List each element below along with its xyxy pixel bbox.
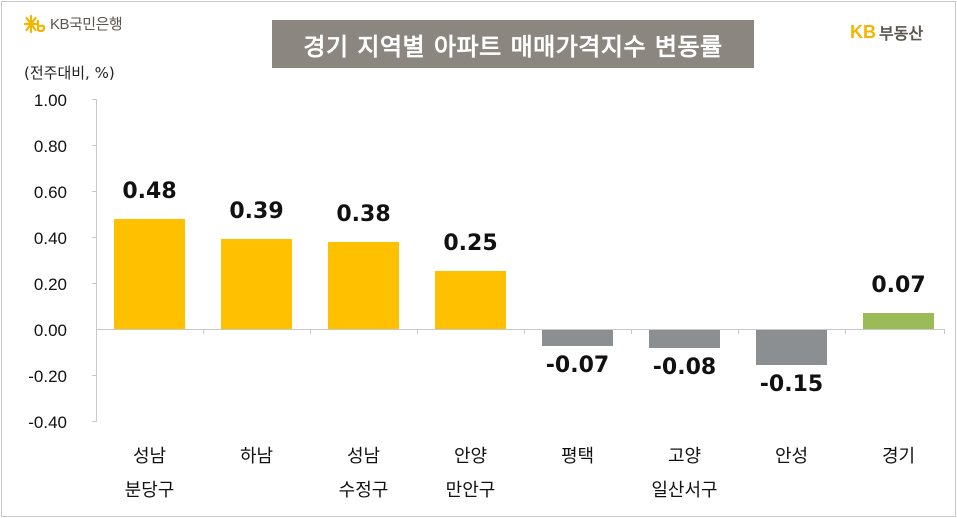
category-label: 하남 — [203, 440, 310, 474]
category-label-line1: 안양 — [453, 446, 488, 467]
y-tick-mark — [92, 283, 97, 284]
bar-value-label: 0.25 — [443, 231, 498, 256]
y-tick-label: 0.40 — [33, 229, 67, 248]
x-tick-mark — [631, 329, 632, 334]
y-tick-label: 0.60 — [33, 183, 67, 202]
bar-value-label: 0.38 — [336, 202, 391, 227]
bar — [221, 239, 292, 329]
y-tick-label: 0.80 — [33, 137, 67, 156]
category-label-line2: 만안구 — [445, 480, 496, 501]
bar-value-label: 0.07 — [871, 273, 926, 298]
bar — [649, 330, 720, 348]
y-tick-label: -0.40 — [28, 413, 67, 432]
kb-bank-logo: KB국민은행 — [23, 13, 123, 34]
y-tick-label: 0.20 — [33, 275, 67, 294]
bar — [542, 330, 613, 346]
chart-title-box: 경기 지역별 아파트 매매가격지수 변동률 — [272, 20, 754, 68]
x-tick-mark — [524, 329, 525, 334]
kb-realestate-logo-text: 부동산 — [879, 24, 924, 43]
category-label-line1: 경기 — [881, 446, 916, 467]
x-tick-mark — [845, 329, 846, 334]
bar-value-label: -0.07 — [545, 353, 610, 378]
kb-realestate-logo: KB 부동산 — [850, 20, 923, 44]
y-tick-mark — [92, 375, 97, 376]
x-tick-mark — [310, 329, 311, 334]
y-tick-mark — [92, 421, 97, 422]
kb-bank-logo-text: KB국민은행 — [50, 16, 123, 33]
bar — [435, 271, 506, 329]
y-tick-label: 0.00 — [33, 321, 67, 340]
bar-value-label: -0.08 — [652, 355, 717, 380]
y-tick-mark — [92, 191, 97, 192]
category-label-line1: 성남 — [132, 446, 167, 467]
x-tick-mark — [738, 329, 739, 334]
category-label-line2: 분당구 — [124, 480, 175, 501]
x-tick-mark — [417, 329, 418, 334]
category-label-line1: 고양 — [667, 446, 702, 467]
category-label-line1: 평택 — [560, 446, 595, 467]
category-label-line2: 수정구 — [338, 480, 389, 501]
category-label: 평택 — [524, 440, 631, 474]
kb-realestate-logo-kb: KB — [850, 21, 876, 42]
chart-title: 경기 지역별 아파트 매매가격지수 변동률 — [303, 32, 723, 61]
y-tick-label: -0.20 — [28, 367, 67, 386]
category-label-line2: 일산서구 — [651, 480, 718, 501]
kb-star-icon — [23, 14, 46, 33]
y-axis-line — [96, 99, 97, 421]
category-label: 안성 — [738, 440, 845, 474]
bar — [114, 219, 185, 329]
y-tick-label: 1.00 — [33, 91, 67, 110]
category-label: 경기 — [845, 440, 952, 474]
y-tick-mark — [92, 237, 97, 238]
category-label-line1: 성남 — [346, 446, 381, 467]
y-axis-unit-label: (전주대비, %) — [24, 64, 115, 82]
category-label-line1: 하남 — [239, 446, 274, 467]
bar — [328, 242, 399, 329]
bar — [756, 330, 827, 365]
bar-value-label: 0.39 — [229, 199, 284, 224]
bar — [863, 313, 934, 329]
x-tick-mark — [944, 329, 945, 334]
bar-value-label: -0.15 — [759, 372, 824, 397]
x-tick-mark — [203, 329, 204, 334]
y-tick-mark — [92, 145, 97, 146]
bar-value-label: 0.48 — [122, 179, 177, 204]
y-tick-mark — [92, 99, 97, 100]
x-axis-zero-line — [96, 329, 945, 330]
category-label-line1: 안성 — [774, 446, 809, 467]
